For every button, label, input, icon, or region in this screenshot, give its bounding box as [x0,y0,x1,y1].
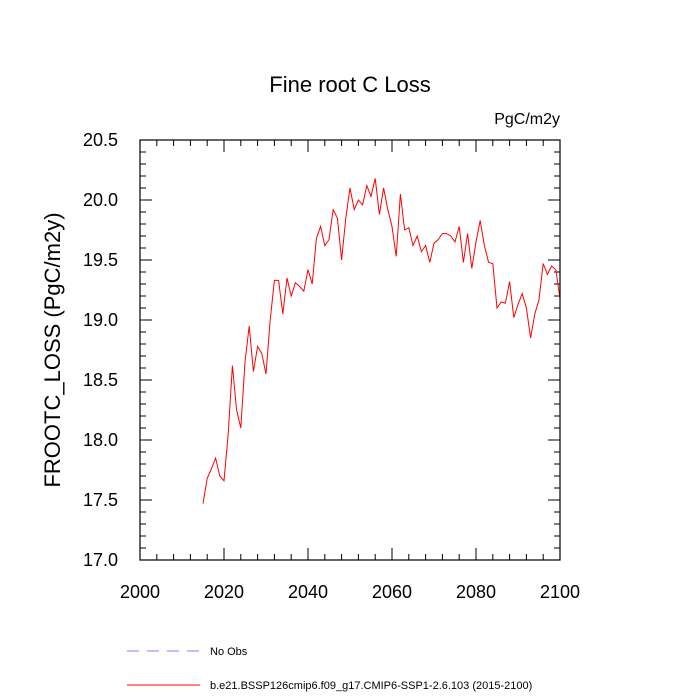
y-tick-label: 18.0 [83,430,118,450]
y-tick-label: 19.5 [83,250,118,270]
legend: No Obs b.e21.BSSP126cmip6.f09_g17.CMIP6-S… [127,646,532,692]
y-tick-label: 19.0 [83,310,118,330]
y-tick-label: 18.5 [83,370,118,390]
x-tick-label: 2040 [288,582,328,602]
axis-tick-labels: 2000 2020 2040 2060 2080 2100 17.0 17.5 18.0 18.5… [83,130,580,602]
units-label: PgC/m2y [494,111,560,128]
y-axis-label: FROOTC_LOSS (PgC/m2y) [40,212,65,487]
y-tick-label: 20.0 [83,190,118,210]
series-line [202,178,561,504]
y-tick-label: 17.5 [83,490,118,510]
x-tick-label: 2080 [456,582,496,602]
chart-title: Fine root C Loss [269,72,430,97]
plot-frame [139,139,561,561]
x-tick-label: 2020 [204,582,244,602]
x-tick-label: 2060 [372,582,412,602]
legend-label: b.e21.BSSP126cmip6.f09_g17.CMIP6-SSP1-2.… [210,680,532,692]
axis-ticks [139,139,561,561]
y-tick-label: 17.0 [83,550,118,570]
legend-label: No Obs [210,646,248,658]
y-tick-label: 20.5 [83,130,118,150]
data-lines [202,178,561,504]
x-tick-label: 2100 [540,582,580,602]
x-tick-label: 2000 [120,582,160,602]
